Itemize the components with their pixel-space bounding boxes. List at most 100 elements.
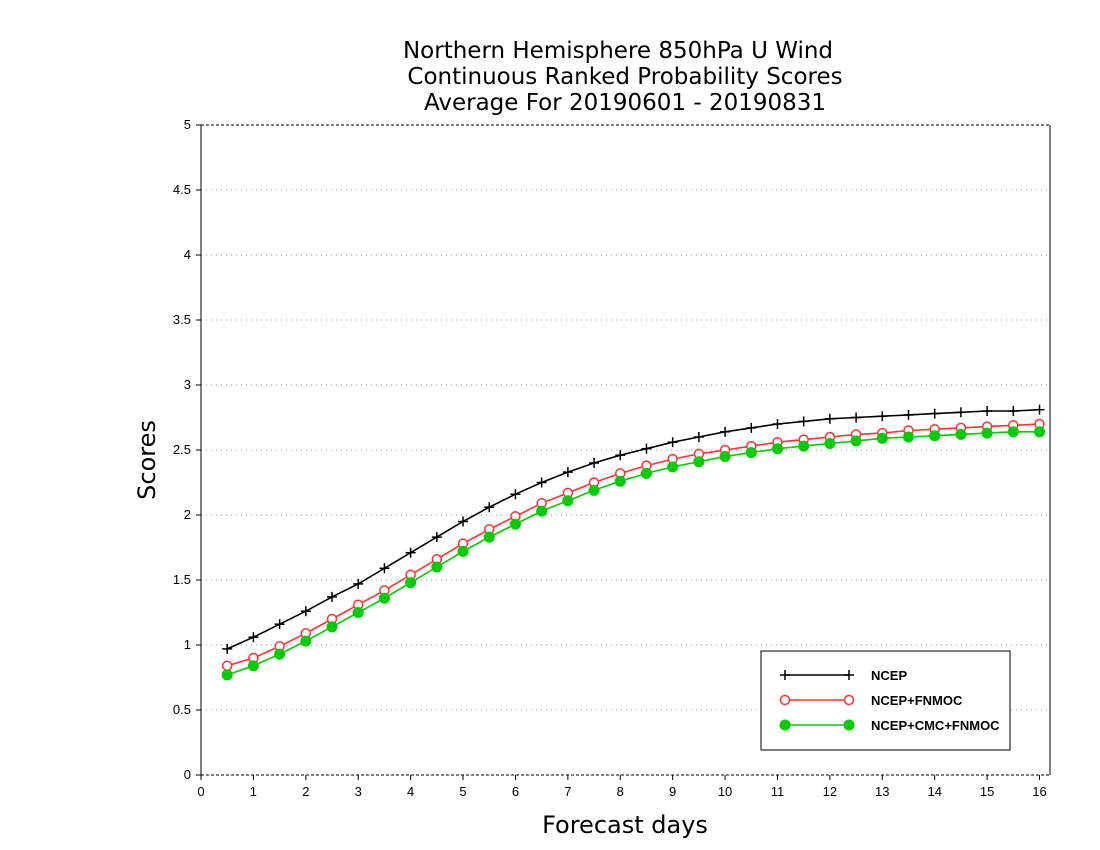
data-point — [929, 408, 940, 419]
series-layer — [221, 404, 1046, 681]
y-tick-label: 5 — [184, 117, 191, 132]
data-point — [720, 426, 731, 437]
y-tick-label: 4 — [184, 247, 191, 262]
y-axis-title: Scores — [133, 420, 161, 500]
x-tick-label: 1 — [250, 784, 257, 799]
y-tick-label: 3 — [184, 377, 191, 392]
data-point — [588, 484, 600, 496]
data-point — [746, 422, 757, 433]
data-point — [772, 419, 783, 429]
data-point — [1034, 426, 1046, 438]
data-point — [955, 428, 967, 440]
data-point — [458, 516, 469, 527]
data-point — [1008, 406, 1019, 416]
data-point — [981, 427, 993, 439]
data-point — [379, 563, 390, 574]
data-point — [484, 502, 495, 513]
x-axis-title: Forecast days — [542, 811, 708, 839]
data-point — [300, 606, 311, 617]
series-line — [226, 423, 1040, 667]
data-point — [405, 547, 416, 558]
data-point — [851, 412, 862, 423]
x-tick-label: 3 — [355, 784, 362, 799]
y-tick-label: 1.5 — [173, 572, 191, 587]
data-point — [300, 635, 312, 647]
data-point — [745, 447, 757, 459]
data-point — [352, 607, 364, 618]
x-tick-label: 8 — [617, 784, 624, 799]
x-tick-label: 12 — [823, 784, 837, 799]
x-tick-label: 16 — [1032, 784, 1046, 799]
legend-label: NCEP+FNMOC — [871, 693, 963, 708]
data-point — [510, 489, 521, 500]
data-point — [955, 407, 966, 418]
y-tick-label: 4.5 — [173, 182, 191, 197]
data-point — [431, 561, 443, 573]
data-point — [221, 660, 233, 672]
chart-title-line-2: Continuous Ranked Probability Scores — [407, 64, 842, 90]
x-tick-label: 4 — [407, 784, 414, 799]
data-point — [719, 451, 731, 462]
x-tick-label: 14 — [927, 784, 941, 799]
series-1 — [221, 418, 1045, 672]
data-point — [903, 409, 914, 420]
series-line — [226, 408, 1040, 650]
x-tick-label: 10 — [718, 784, 732, 799]
x-tick-label: 13 — [875, 784, 889, 799]
x-tick-label: 9 — [669, 784, 676, 799]
data-point — [824, 438, 836, 449]
y-tick-label: 2.5 — [173, 442, 191, 457]
x-tick-label: 6 — [512, 784, 519, 799]
legend-marker — [844, 670, 854, 680]
series-0 — [222, 404, 1045, 654]
data-point — [378, 592, 390, 604]
axes: 00.511.522.533.544.550 1 2 3 4 5 6 7 8 9 10 11 12 13 1… — [173, 117, 1051, 799]
data-point — [798, 416, 809, 427]
data-point — [457, 545, 469, 557]
legend-marker — [779, 694, 791, 706]
data-point — [274, 648, 286, 660]
legend-marker — [843, 694, 855, 706]
data-point — [326, 621, 338, 633]
legend: NCEP NCEP+FNMOC NCEP+CMC+FNMOC — [760, 650, 1011, 751]
grid — [201, 189, 1050, 711]
data-point — [483, 531, 495, 543]
legend-marker — [779, 719, 791, 731]
data-point — [641, 443, 652, 454]
y-tick-label: 3.5 — [173, 312, 191, 327]
data-point — [1007, 426, 1019, 438]
y-tick-label: 1 — [184, 637, 191, 652]
data-point — [405, 577, 417, 589]
data-point — [1034, 404, 1045, 415]
data-point — [982, 406, 993, 416]
data-point — [667, 437, 678, 448]
x-tick-label: 2 — [302, 784, 309, 799]
x-tick-label: 5 — [459, 784, 466, 799]
data-point — [667, 461, 679, 473]
data-point — [929, 430, 941, 442]
x-tick-label: 0 — [197, 784, 204, 799]
y-tick-label: 0.5 — [173, 702, 191, 717]
data-point — [824, 413, 835, 424]
legend-marker — [843, 719, 855, 731]
data-point — [431, 532, 442, 543]
data-point — [640, 467, 652, 479]
data-point — [876, 432, 888, 444]
data-point — [614, 475, 626, 487]
data-point — [222, 643, 233, 654]
legend-label: NCEP+CMC+FNMOC — [871, 718, 1000, 733]
x-tick-label: 7 — [564, 784, 571, 799]
data-point — [536, 505, 548, 517]
data-point — [247, 660, 259, 672]
chart-title-line-3: Average For 20190601 - 20190831 — [424, 90, 826, 116]
data-point — [248, 632, 259, 643]
legend-label: NCEP — [871, 668, 907, 683]
data-point — [221, 669, 233, 681]
data-point — [771, 443, 783, 455]
data-point — [327, 591, 338, 602]
series-2 — [221, 426, 1046, 681]
data-point — [693, 432, 704, 442]
data-point — [877, 411, 888, 422]
y-tick-label: 0 — [184, 767, 191, 782]
